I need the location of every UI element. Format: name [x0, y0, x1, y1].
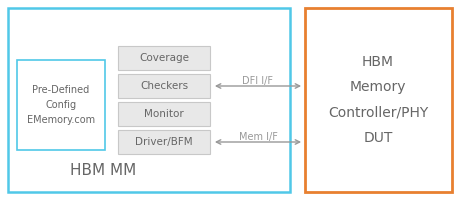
Bar [118, 46, 210, 70]
Text: Checkers: Checkers [140, 81, 188, 91]
Text: Mem I/F: Mem I/F [238, 132, 277, 142]
Bar [8, 8, 289, 192]
Text: Coverage: Coverage [139, 53, 189, 63]
Text: HBM
Memory
Controller/PHY
DUT: HBM Memory Controller/PHY DUT [327, 55, 427, 144]
Text: Monitor: Monitor [144, 109, 184, 119]
Bar [118, 74, 210, 98]
Text: DFI I/F: DFI I/F [242, 76, 273, 86]
Bar [304, 8, 451, 192]
Text: HBM MM: HBM MM [70, 163, 136, 178]
Bar [17, 60, 105, 150]
Bar [118, 102, 210, 126]
Bar [118, 130, 210, 154]
Text: Pre-Defined
Config
EMemory.com: Pre-Defined Config EMemory.com [27, 85, 95, 125]
Text: Driver/BFM: Driver/BFM [135, 137, 192, 147]
